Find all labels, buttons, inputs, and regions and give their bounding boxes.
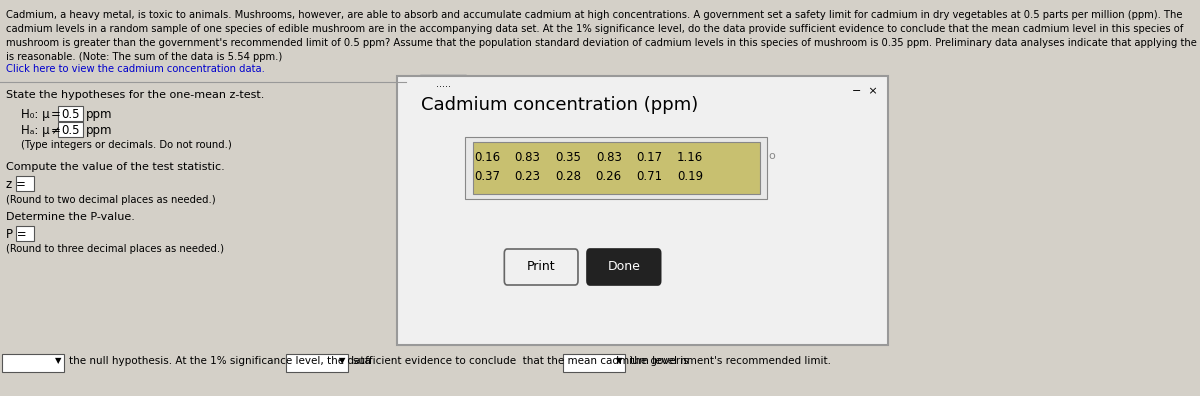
FancyBboxPatch shape (397, 76, 888, 345)
Text: 0.5: 0.5 (61, 108, 80, 121)
Text: (Round to two decimal places as needed.): (Round to two decimal places as needed.) (6, 195, 216, 205)
Text: ≠: ≠ (52, 124, 61, 137)
Text: Cadmium concentration (ppm): Cadmium concentration (ppm) (421, 96, 698, 114)
Text: 0.23: 0.23 (515, 170, 541, 183)
Text: .....: ..... (436, 79, 451, 89)
Text: Print: Print (527, 261, 556, 274)
Text: Done: Done (607, 261, 641, 274)
Text: Compute the value of the test statistic.: Compute the value of the test statistic. (6, 162, 224, 172)
Text: sufficient evidence to conclude  that the mean cadmium level is: sufficient evidence to conclude that the… (353, 356, 689, 366)
FancyBboxPatch shape (2, 354, 64, 372)
Text: State the hypotheses for the one-mean z-test.: State the hypotheses for the one-mean z-… (6, 90, 264, 100)
Text: Determine the P-value.: Determine the P-value. (6, 212, 134, 222)
Text: o: o (768, 151, 775, 161)
Text: Click here to view the cadmium concentration data.: Click here to view the cadmium concentra… (6, 64, 265, 74)
Text: (Round to three decimal places as needed.): (Round to three decimal places as needed… (6, 244, 224, 254)
Text: 1.16: 1.16 (677, 151, 703, 164)
FancyBboxPatch shape (16, 176, 34, 191)
Text: the government's recommended limit.: the government's recommended limit. (630, 356, 830, 366)
FancyBboxPatch shape (473, 142, 760, 194)
Text: z =: z = (6, 178, 26, 191)
Text: ppm: ppm (85, 108, 112, 121)
FancyBboxPatch shape (58, 122, 84, 137)
FancyBboxPatch shape (466, 137, 767, 199)
Text: ppm: ppm (85, 124, 112, 137)
FancyBboxPatch shape (287, 354, 348, 372)
Text: H₀: μ: H₀: μ (22, 108, 49, 121)
Text: 0.17: 0.17 (636, 151, 662, 164)
Text: 0.83: 0.83 (596, 151, 622, 164)
Text: the null hypothesis. At the 1% significance level, the data: the null hypothesis. At the 1% significa… (70, 356, 371, 366)
Text: Hₐ: μ: Hₐ: μ (22, 124, 49, 137)
Text: cadmium levels in a random sample of one species of edible mushroom are in the a: cadmium levels in a random sample of one… (6, 24, 1183, 34)
Text: 0.35: 0.35 (556, 151, 581, 164)
Text: (Type integers or decimals. Do not round.): (Type integers or decimals. Do not round… (22, 140, 232, 150)
Text: 0.19: 0.19 (677, 170, 703, 183)
FancyBboxPatch shape (420, 75, 467, 91)
Text: 0.26: 0.26 (595, 170, 622, 183)
Text: ▼: ▼ (340, 356, 346, 365)
FancyBboxPatch shape (587, 249, 661, 285)
Text: ▼: ▼ (55, 356, 61, 365)
Text: P =: P = (6, 228, 26, 241)
Text: −  ×: − × (852, 86, 878, 96)
FancyBboxPatch shape (563, 354, 624, 372)
FancyBboxPatch shape (16, 226, 34, 241)
Text: 0.37: 0.37 (474, 170, 500, 183)
Text: mushroom is greater than the government's recommended limit of 0.5 ppm? Assume t: mushroom is greater than the government'… (6, 38, 1200, 48)
FancyBboxPatch shape (504, 249, 578, 285)
Text: 0.16: 0.16 (474, 151, 500, 164)
Text: Cadmium, a heavy metal, is toxic to animals. Mushrooms, however, are able to abs: Cadmium, a heavy metal, is toxic to anim… (6, 10, 1182, 20)
Text: 0.71: 0.71 (636, 170, 662, 183)
FancyBboxPatch shape (58, 106, 84, 121)
Text: ▼: ▼ (616, 356, 623, 365)
Text: =: = (52, 108, 61, 121)
Text: 0.28: 0.28 (556, 170, 581, 183)
Text: 0.83: 0.83 (515, 151, 540, 164)
Text: .....: ..... (436, 79, 451, 89)
Text: 0.5: 0.5 (61, 124, 80, 137)
Text: is reasonable. (Note: The sum of the data is 5.54 ppm.): is reasonable. (Note: The sum of the dat… (6, 52, 282, 62)
